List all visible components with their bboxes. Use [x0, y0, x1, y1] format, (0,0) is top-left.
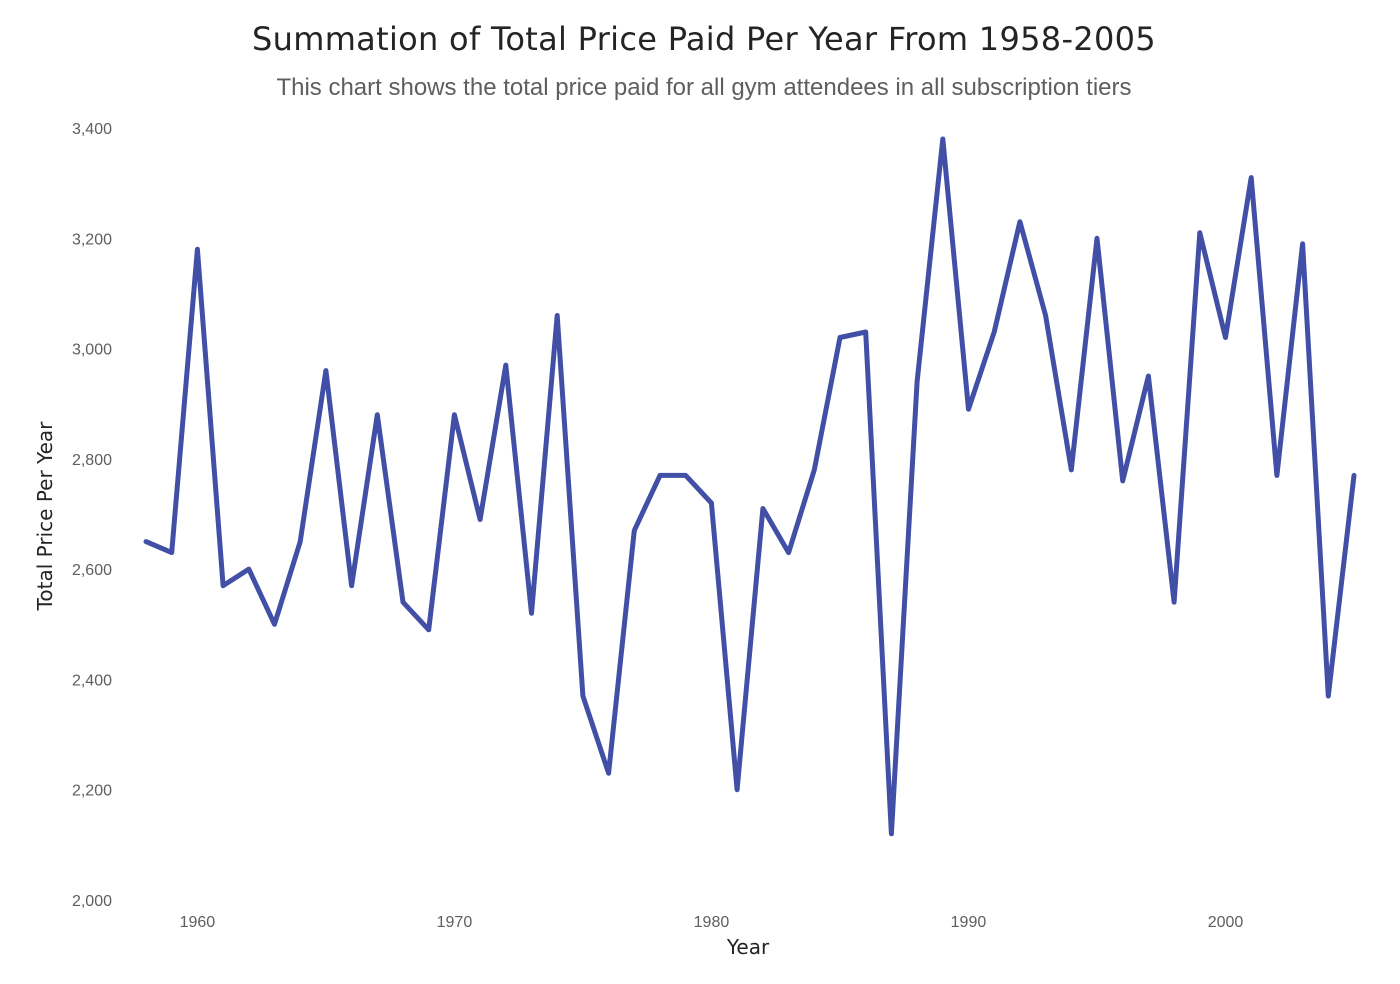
data-point: [169, 550, 174, 555]
data-point: [452, 412, 457, 417]
data-point: [246, 567, 251, 572]
data-point: [1352, 473, 1357, 478]
x-tick-label: 1980: [694, 914, 730, 931]
data-point: [760, 506, 765, 511]
y-tick-label: 2,400: [72, 672, 112, 689]
y-tick-label: 2,800: [72, 452, 112, 469]
x-axis-title: Year: [726, 935, 770, 959]
data-point: [426, 627, 431, 632]
x-tick-label: 1990: [951, 914, 987, 931]
y-tick-label: 3,400: [72, 121, 112, 138]
data-point: [658, 473, 663, 478]
data-point: [1326, 694, 1331, 699]
data-point: [1300, 241, 1305, 246]
y-axis-title: Total Price Per Year: [33, 421, 57, 612]
x-tick-label: 1970: [437, 914, 473, 931]
data-point: [298, 539, 303, 544]
data-point: [863, 330, 868, 335]
data-point: [1274, 473, 1279, 478]
y-tick-label: 3,000: [72, 342, 112, 359]
data-point: [1172, 600, 1177, 605]
y-tick-label: 2,600: [72, 562, 112, 579]
chart-title: Summation of Total Price Paid Per Year F…: [252, 20, 1156, 58]
data-point: [323, 368, 328, 373]
series-line-group: [143, 136, 1357, 837]
data-point: [632, 528, 637, 533]
data-point: [786, 550, 791, 555]
x-tick-label: 1960: [180, 914, 216, 931]
data-point: [555, 313, 560, 318]
y-tick-label: 2,200: [72, 783, 112, 800]
data-point: [940, 137, 945, 142]
data-point: [735, 787, 740, 792]
data-point: [195, 247, 200, 252]
data-point: [683, 473, 688, 478]
data-point: [1197, 230, 1202, 235]
series-line: [143, 136, 1357, 837]
data-point: [1249, 175, 1254, 180]
data-point: [478, 517, 483, 522]
y-tick-label: 3,200: [72, 231, 112, 248]
data-point: [606, 771, 611, 776]
data-point: [144, 539, 149, 544]
data-point: [529, 611, 534, 616]
data-point: [1043, 313, 1048, 318]
x-axis-ticks: 1960 1970 1980 1990 2000: [180, 914, 1244, 931]
data-point: [221, 583, 226, 588]
data-point: [915, 379, 920, 384]
data-point: [838, 335, 843, 340]
data-point: [889, 831, 894, 836]
data-point: [1120, 478, 1125, 483]
y-axis-ticks: 2,000 2,200 2,400 2,600 2,800 3,000 3,200 3,400: [72, 121, 112, 910]
data-point: [503, 363, 508, 368]
data-point: [709, 501, 714, 506]
data-point: [580, 694, 585, 699]
data-point: [812, 467, 817, 472]
x-tick-label: 2000: [1208, 914, 1244, 931]
chart-subtitle: This chart shows the total price paid fo…: [276, 74, 1132, 101]
data-point: [1069, 467, 1074, 472]
data-point: [1017, 219, 1022, 224]
data-point: [1146, 374, 1151, 379]
data-point: [375, 412, 380, 417]
data-point: [1223, 335, 1228, 340]
data-point: [966, 407, 971, 412]
data-point: [1095, 236, 1100, 241]
data-point: [272, 622, 277, 627]
data-point: [349, 583, 354, 588]
data-point: [992, 330, 997, 335]
data-point: [401, 600, 406, 605]
y-tick-label: 2,000: [72, 893, 112, 910]
